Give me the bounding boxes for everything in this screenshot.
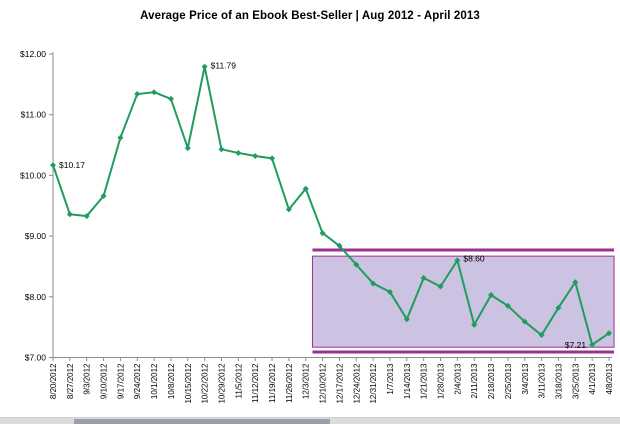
x-axis-label: 2/25/2013: [504, 363, 513, 399]
data-point-marker: [83, 213, 90, 220]
x-axis-label: 10/1/2012: [150, 363, 159, 399]
horizontal-scrollbar[interactable]: [0, 417, 620, 424]
data-point-marker: [269, 155, 276, 162]
data-point-marker: [606, 330, 612, 337]
x-axis-label: 3/4/2013: [521, 363, 530, 395]
data-point-marker: [572, 279, 579, 286]
data-point-marker: [285, 206, 292, 213]
y-axis-labels: $12.00 $11.00 $10.00 $9.00 $8.00 $7.00: [20, 49, 46, 363]
x-axis-label: 9/3/2012: [83, 363, 92, 395]
x-axis-label: 8/27/2012: [66, 363, 75, 399]
x-axis-label: 1/14/2013: [403, 363, 412, 399]
point-label: $11.79: [211, 61, 237, 71]
y-axis-label: $12.00: [20, 49, 46, 59]
x-axis-label: 4/8/2013: [605, 363, 614, 395]
data-point-marker: [66, 211, 73, 218]
data-point-marker: [100, 193, 107, 200]
y-axis-label: $7.00: [25, 353, 47, 363]
x-axis-label: 4/1/2013: [588, 363, 597, 395]
data-point-marker: [252, 152, 259, 159]
y-axis-label: $8.00: [25, 292, 47, 302]
price-line: [52, 65, 610, 346]
x-axis-label: 11/5/2012: [234, 363, 243, 399]
x-axis-label: 11/26/2012: [285, 363, 294, 403]
x-axis-label: 2/11/2013: [470, 363, 479, 399]
x-axis-label: 3/11/2013: [538, 363, 547, 399]
x-axis-label: 11/12/2012: [251, 363, 260, 403]
point-label: $8.60: [463, 253, 485, 263]
x-axis-label: 11/19/2012: [268, 363, 277, 403]
data-point-marker: [184, 145, 191, 152]
x-axis-label: 9/17/2012: [116, 363, 125, 399]
x-axis-label: 12/31/2012: [369, 363, 378, 404]
x-axis-label: 10/29/2012: [217, 363, 226, 404]
point-label: $7.21: [565, 340, 587, 350]
data-point-marker: [504, 302, 511, 309]
x-axis-label: 2/18/2013: [487, 363, 496, 399]
data-point-marker: [167, 95, 174, 102]
point-label: $10.17: [59, 160, 85, 170]
data-markers: [50, 63, 612, 348]
data-point-marker: [50, 162, 56, 169]
x-axis-label: 12/17/2012: [335, 363, 344, 404]
data-point-marker: [218, 146, 225, 153]
data-point-marker: [386, 288, 393, 295]
data-point-marker: [336, 242, 343, 249]
data-point-marker: [235, 149, 242, 156]
data-point-marker: [151, 89, 158, 96]
data-point-marker: [319, 230, 326, 237]
x-axis-label: 12/10/2012: [319, 363, 328, 404]
highlight-band: [311, 255, 615, 348]
data-point-marker: [117, 134, 124, 141]
data-point-marker: [589, 341, 596, 348]
x-axis-label: 1/28/2013: [437, 363, 446, 399]
x-axis-label: 3/25/2013: [571, 363, 580, 399]
axes: [49, 52, 612, 361]
chart-title: Average Price of an Ebook Best-Seller | …: [140, 10, 480, 22]
x-axis-label: 12/24/2012: [352, 363, 361, 404]
data-point-marker: [454, 257, 461, 264]
x-axis-label: 1/7/2013: [386, 363, 395, 395]
y-axis-label: $10.00: [20, 170, 46, 180]
x-axis-label: 10/22/2012: [201, 363, 210, 404]
x-axis-label: 1/21/2013: [420, 363, 429, 399]
data-point-marker: [555, 304, 562, 311]
y-axis-label: $11.00: [21, 110, 47, 120]
y-axis-label: $9.00: [25, 231, 47, 241]
x-axis-labels: 8/20/2012 8/27/2012 9/3/2012 9/10/2012 9/17/…: [49, 363, 614, 404]
x-axis-label: 10/15/2012: [184, 363, 193, 404]
data-point-marker: [201, 63, 208, 70]
x-axis-label: 9/24/2012: [133, 363, 142, 399]
x-axis-label: 3/18/2013: [554, 363, 563, 399]
data-point-marker: [134, 91, 141, 98]
data-point-marker: [370, 280, 377, 287]
x-axis-label: 10/8/2012: [167, 363, 176, 399]
x-axis-label: 8/20/2012: [49, 363, 58, 399]
data-point-marker: [302, 185, 309, 192]
x-axis-label: 12/3/2012: [302, 363, 311, 399]
x-axis-label: 2/4/2013: [453, 363, 462, 395]
data-point-marker: [437, 283, 444, 290]
point-labels: $10.17 $11.79 $8.60 $7.21: [59, 61, 586, 350]
scrollbar-thumb[interactable]: [74, 419, 330, 424]
data-point-marker: [403, 316, 410, 323]
data-point-marker: [488, 291, 495, 298]
data-point-marker: [420, 274, 427, 281]
data-point-marker: [353, 261, 360, 268]
x-axis-label: 9/10/2012: [100, 363, 109, 399]
data-point-marker: [521, 318, 528, 325]
data-point-marker: [538, 332, 545, 339]
data-point-marker: [471, 321, 478, 328]
